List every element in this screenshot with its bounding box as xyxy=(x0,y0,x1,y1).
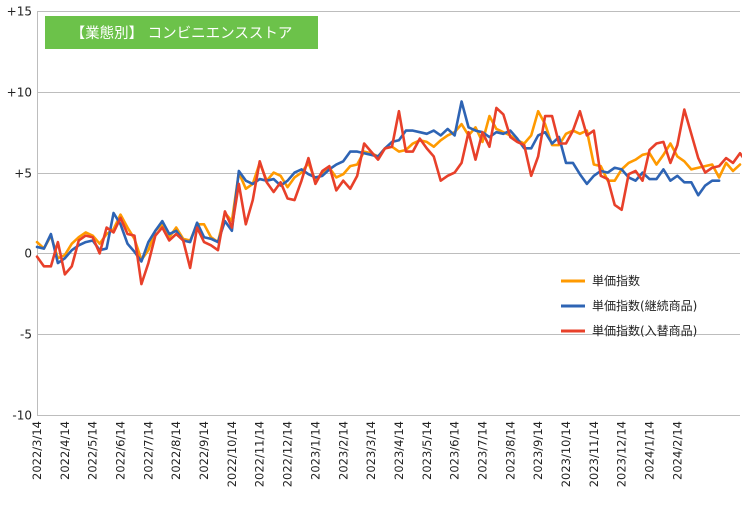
y-tick-label: +15 xyxy=(7,5,32,19)
x-tick-label: 2024/1/14 xyxy=(643,421,657,480)
x-tick-label: 2022/10/14 xyxy=(225,421,239,487)
series-line-2 xyxy=(35,100,721,265)
series-line-1 xyxy=(35,109,742,262)
x-axis-ticks: 2022/3/14 2022/4/14 2022/5/14 2022/6/14 2022… xyxy=(30,421,684,487)
legend-label: 単価指数(継続商品) xyxy=(592,298,697,313)
x-tick-label: 2023/2/14 xyxy=(336,421,350,480)
grid-lines xyxy=(37,11,740,416)
legend-label: 単価指数 xyxy=(592,273,640,288)
x-tick-label: 2023/9/14 xyxy=(531,421,545,480)
y-tick-label: +10 xyxy=(7,86,32,100)
x-tick-label: 2023/4/14 xyxy=(392,421,406,480)
x-tick-label: 2023/8/14 xyxy=(503,421,517,480)
x-tick-label: 2023/1/14 xyxy=(308,421,322,480)
legend-label: 単価指数(入替商品) xyxy=(592,323,697,338)
series-lines xyxy=(35,100,742,286)
x-tick-label: 2023/10/14 xyxy=(559,421,573,487)
x-tick-label: 2023/12/14 xyxy=(615,421,629,487)
x-tick-label: 2022/5/14 xyxy=(86,421,100,480)
x-tick-label: 2023/3/14 xyxy=(364,421,378,480)
y-tick-label: +5 xyxy=(14,167,32,181)
y-tick-label: -5 xyxy=(20,328,32,342)
x-tick-label: 2023/7/14 xyxy=(475,421,489,480)
x-tick-label: 2022/12/14 xyxy=(281,421,295,487)
x-tick-label: 2022/9/14 xyxy=(197,421,211,480)
y-tick-label: -10 xyxy=(12,409,32,423)
x-tick-label: 2022/7/14 xyxy=(141,421,155,480)
y-tick-label: 0 xyxy=(24,247,32,261)
x-tick-label: 2024/2/14 xyxy=(670,421,684,480)
y-axis-ticks: +15 +10 +5 0 -5 -10 xyxy=(7,5,32,423)
x-tick-label: 2023/5/14 xyxy=(420,421,434,480)
chart-banner: 【業態別】 コンビニエンスストア xyxy=(45,16,318,49)
x-tick-label: 2022/3/14 xyxy=(30,421,44,480)
x-tick-label: 2023/11/14 xyxy=(587,421,601,487)
x-tick-label: 2022/8/14 xyxy=(169,421,183,480)
x-tick-label: 2022/11/14 xyxy=(253,421,267,487)
x-tick-label: 2022/6/14 xyxy=(114,421,128,480)
series-line-3 xyxy=(35,106,742,286)
x-tick-label: 2022/4/14 xyxy=(58,421,72,480)
x-tick-label: 2023/6/14 xyxy=(448,421,462,480)
